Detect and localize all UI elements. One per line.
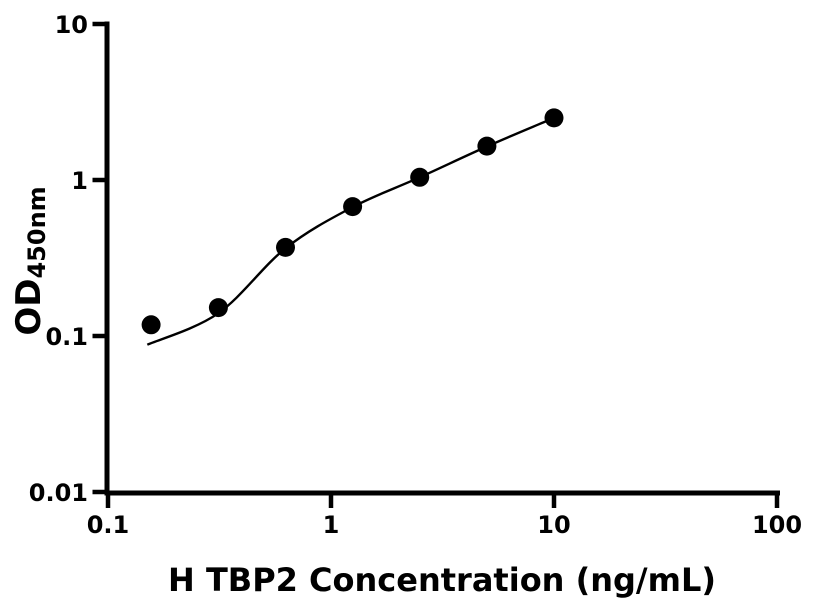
y-tick-label: 0.01 — [29, 479, 88, 507]
data-point-7 — [544, 108, 564, 128]
fit-curve — [146, 116, 555, 346]
y-tick-label: 0.1 — [45, 323, 88, 351]
plot-area — [141, 108, 564, 346]
data-point-2 — [208, 298, 228, 318]
data-point-1 — [141, 315, 161, 335]
x-tick-label: 1 — [323, 511, 340, 539]
axes: 10 1 0.1 0.01 0.1 1 10 100 — [29, 11, 802, 539]
x-tick-label: 100 — [752, 511, 802, 539]
y-tick-label: 1 — [71, 167, 88, 195]
y-axis-title-subscript: 450nm — [23, 186, 51, 278]
x-axis-title: H TBP2 Concentration (ng/mL) — [168, 561, 716, 599]
x-tick-label: 10 — [537, 511, 570, 539]
x-tick-label: 0.1 — [87, 511, 130, 539]
y-tick-label: 10 — [55, 11, 88, 39]
y-axis-title-main: OD — [9, 279, 49, 336]
y-axis-title: OD450nm — [9, 186, 51, 335]
